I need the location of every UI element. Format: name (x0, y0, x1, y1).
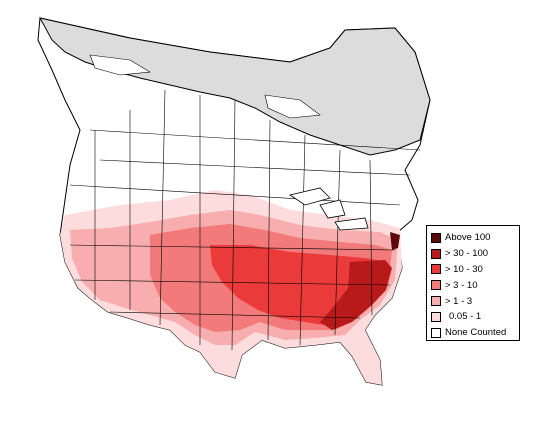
legend-swatch (431, 264, 441, 275)
legend-item: 0.05 - 1 (431, 309, 519, 325)
range-gap (264, 94, 321, 119)
abundance-above-100 (390, 232, 400, 250)
legend-item: > 10 - 30 (431, 262, 519, 278)
legend-swatch (431, 327, 441, 338)
legend-label: None Counted (445, 327, 507, 339)
legend-swatch (431, 280, 441, 291)
legend-label: > 1 - 3 (445, 295, 473, 307)
legend-swatch (431, 248, 441, 259)
legend-label: 0.05 - 1 (449, 311, 482, 323)
legend-swatch (431, 311, 441, 322)
legend-item: > 3 - 10 (431, 277, 519, 293)
legend-swatch (431, 232, 441, 243)
legend-swatch (431, 296, 441, 307)
range-gap (89, 54, 151, 76)
legend-label: Above 100 (445, 232, 491, 244)
legend-item: > 1 - 3 (431, 293, 519, 309)
legend-item: None Counted (431, 325, 519, 341)
map-legend: Above 100 > 30 - 100 > 10 - 30 > 3 - 10 … (426, 225, 520, 341)
great-lakes (289, 187, 369, 231)
legend-label: > 30 - 100 (445, 248, 489, 260)
legend-label: > 3 - 10 (445, 279, 478, 291)
abundance-30-100 (320, 260, 392, 330)
state-province-borders (69, 89, 421, 351)
legend-item: > 30 - 100 (431, 246, 519, 262)
legend-item: Above 100 (431, 230, 519, 246)
legend-label: > 10 - 30 (445, 263, 483, 275)
